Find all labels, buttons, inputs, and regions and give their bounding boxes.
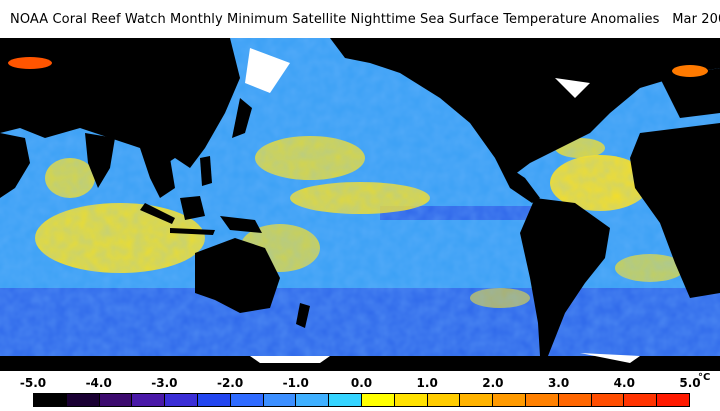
atlantic-warm-spot	[672, 65, 708, 77]
colorbar-unit-label: °C	[698, 372, 711, 383]
colorbar-swatch	[460, 394, 494, 406]
indochina-landmass	[140, 148, 175, 198]
colorbar-swatch	[296, 394, 330, 406]
japan-landmass	[232, 98, 252, 138]
map-title: NOAA Coral Reef Watch Monthly Minimum Sa…	[10, 12, 720, 27]
colorbar-swatch	[427, 394, 461, 406]
title-text: NOAA Coral Reef Watch Monthly Minimum Sa…	[10, 12, 660, 27]
sea-ice	[245, 48, 640, 363]
asia-landmass	[0, 38, 240, 168]
colorbar-tick-label: 3.0	[547, 376, 570, 390]
colorbar-swatch	[230, 394, 264, 406]
colorbar-swatch	[394, 394, 428, 406]
colorbar-tick-label: 4.0	[613, 376, 635, 390]
philippines-landmass	[200, 156, 212, 186]
new-zealand-landmass	[296, 303, 310, 328]
colorbar-swatch	[558, 394, 592, 406]
colorbar-swatch	[591, 394, 625, 406]
date-label: Mar 2005	[672, 12, 720, 27]
land-masses	[0, 38, 720, 371]
colorbar-swatch	[525, 394, 559, 406]
colorbar-swatch	[197, 394, 231, 406]
colorbar-tick-label: 1.0	[416, 376, 438, 390]
colorbar-labels: -5.0 -4.0 -3.0 -2.0 -1.0 0.0 1.0 2.0 3.0 4.0 5.0 °C	[0, 372, 720, 390]
africa-east-landmass	[0, 133, 30, 198]
antarctica-landmass	[0, 356, 720, 371]
colorbar-swatch	[624, 394, 658, 406]
colorbar-swatch	[329, 394, 362, 406]
colorbar-swatch	[66, 394, 100, 406]
colorbar-tick-label: -2.0	[216, 376, 244, 390]
colorbar-swatch	[361, 394, 395, 406]
colorbar-tick-label: -5.0	[19, 376, 47, 390]
colorbar-swatch	[165, 394, 198, 406]
borneo-landmass	[180, 196, 205, 220]
africa-west-landmass	[630, 123, 720, 298]
colorbar-tick-label: 0.0	[350, 376, 373, 390]
europe-landmass	[660, 68, 720, 118]
java-landmass	[170, 228, 215, 235]
colorbar-swatch	[132, 394, 166, 406]
colorbar-swatch	[263, 394, 297, 406]
india-landmass	[85, 133, 115, 188]
colorbar-swatch	[493, 394, 526, 406]
australia-landmass	[195, 238, 280, 313]
new-guinea-landmass	[220, 216, 262, 233]
sumatra-landmass	[140, 203, 175, 224]
sst-anomaly-map	[0, 38, 720, 371]
colorbar-tick-label: -1.0	[282, 376, 309, 390]
colorbar-swatch	[34, 394, 67, 406]
south-america-landmass	[520, 198, 610, 356]
colorbar-tick-label: -4.0	[85, 376, 112, 390]
colorbar	[33, 393, 690, 407]
arctic-warm-spot	[8, 57, 52, 69]
colorbar-swatch	[657, 394, 689, 406]
colorbar-tick-label: -3.0	[151, 376, 178, 390]
colorbar-swatch	[99, 394, 133, 406]
north-america-landmass	[330, 38, 720, 178]
colorbar-tick-label: 2.0	[482, 376, 504, 390]
colorbar-tick-label: 5.0	[679, 376, 701, 390]
central-america-landmass	[495, 158, 540, 203]
